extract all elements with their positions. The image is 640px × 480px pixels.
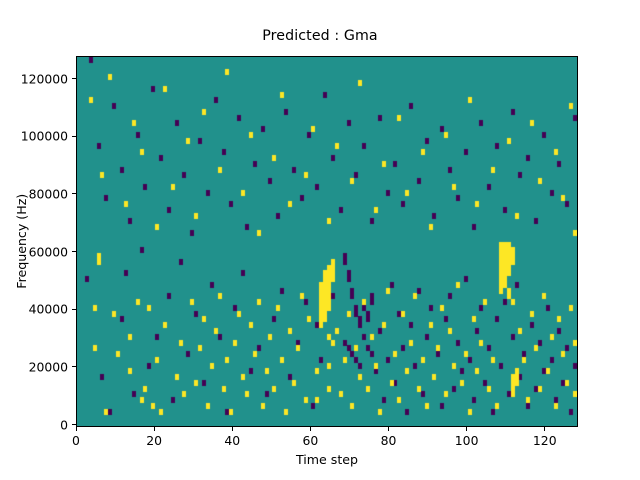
y-tick-mark [72, 424, 76, 426]
y-tick-label: 100000 [20, 128, 68, 144]
heatmap-image [77, 56, 577, 426]
x-tick-label: 60 [302, 433, 319, 448]
y-tick-mark [72, 366, 76, 368]
x-tick-mark [309, 427, 311, 431]
x-tick-label: 0 [72, 433, 80, 448]
x-tick-mark [75, 427, 77, 431]
heatmap-axes [76, 55, 578, 427]
x-tick-mark [153, 427, 155, 431]
x-tick-label: 80 [380, 433, 397, 448]
x-tick-mark [231, 427, 233, 431]
y-tick-mark [72, 135, 76, 137]
page-title: Predicted : Gma [262, 28, 378, 44]
y-tick-label: 20000 [28, 359, 68, 375]
y-tick-label: 80000 [28, 186, 68, 202]
x-tick-label: 100 [454, 433, 479, 448]
x-tick-mark [544, 427, 546, 431]
x-tick-mark [388, 427, 390, 431]
x-tick-label: 40 [224, 433, 241, 448]
y-tick-mark [72, 251, 76, 253]
y-tick-mark [72, 78, 76, 80]
x-tick-mark [466, 427, 468, 431]
x-axis-label: Time step [295, 452, 359, 467]
y-tick-label: 40000 [28, 301, 68, 317]
y-tick-mark [72, 308, 76, 310]
x-tick-label: 20 [146, 433, 163, 448]
x-tick-label: 120 [532, 433, 557, 448]
y-tick-mark [72, 193, 76, 195]
y-tick-label: 60000 [28, 244, 68, 260]
y-tick-label: 0 [60, 417, 68, 432]
y-tick-label: 120000 [20, 71, 68, 87]
y-axis-label: Frequency (Hz) [14, 193, 29, 289]
